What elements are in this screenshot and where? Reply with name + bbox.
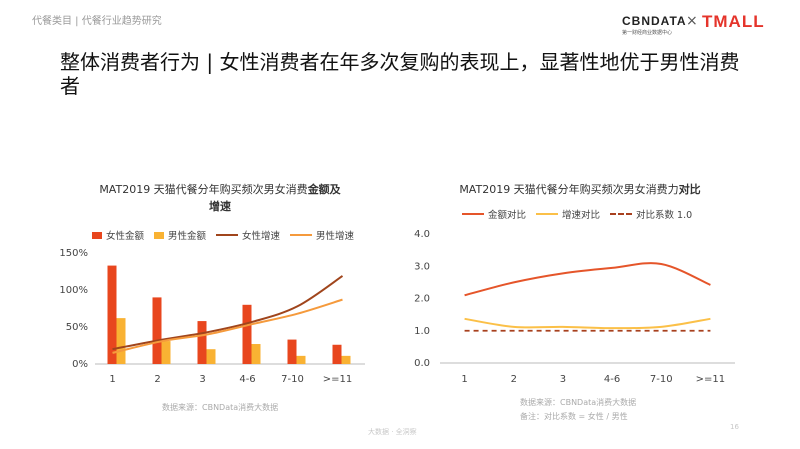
left-x-tick-label: >=11 [323,374,352,385]
female-amount-bar [152,297,162,364]
legend-item-growth-ratio: 增速对比 [536,207,600,221]
right-chart-source: 数据来源：CBNData消费大数据 [520,398,637,407]
female-amount-bar [287,339,297,364]
left-chart-title-plain: MAT2019 天猫代餐分年购买频次男女消费 [99,183,308,196]
left-chart-title: MAT2019 天猫代餐分年购买频次男女消费金额及 增速 [70,181,370,215]
right-x-tick-label: 3 [560,374,566,385]
left-x-tick-label: 2 [154,374,160,385]
legend-swatch-male-amount [154,231,165,239]
legend-label-male-amount: 男性金额 [168,231,207,242]
legend-item-male-amount: 男性金额 [154,228,206,242]
left-y-tick-label: 150% [59,248,88,259]
left-x-tick-label: 1 [109,374,115,385]
legend-swatch-ratio-baseline [610,213,633,215]
cbndata-logo: CBNDATA 第一财经商业数据中心 [622,14,687,36]
cbndata-logo-subtext: 第一财经商业数据中心 [622,30,673,36]
tmall-logo: TMALL [702,12,765,31]
left-x-tick-label: 4-6 [239,374,255,385]
male-amount-bar [206,349,216,364]
legend-item-female-growth: 女性增速 [216,228,280,242]
left-chart-title-bold-2: 增速 [209,200,231,213]
right-y-tick-label: 4.0 [414,229,430,240]
legend-swatch-female-amount [92,231,102,239]
male-amount-bar [161,341,171,364]
left-x-tick-label: 3 [199,374,205,385]
left-chart-legend: 女性金额 男性金额 女性增速 男性增速 [92,228,364,242]
left-y-tick-label: 0% [72,359,88,370]
left-x-tick-label: 7-10 [281,374,304,385]
page-number: 16 [730,423,739,431]
legend-label-amount-ratio: 金额对比 [488,210,527,221]
male-amount-bar [116,318,126,364]
male-amount-bar [251,344,261,364]
left-y-tick-label: 50% [66,322,88,333]
left-chart-source: 数据来源：CBNData消费大数据 [162,403,279,412]
legend-label-ratio-baseline: 对比系数 1.0 [636,210,693,221]
right-y-tick-label: 2.0 [414,294,430,305]
legend-swatch-growth-ratio [536,213,559,215]
right-y-tick-label: 0.0 [414,358,430,369]
legend-item-amount-ratio: 金额对比 [462,207,526,221]
logo-separator: × [686,13,698,29]
right-chart-legend: 金额对比 增速对比 对比系数 1.0 [462,207,702,221]
legend-item-male-growth: 男性增速 [290,228,354,242]
left-chart-title-bold-1: 金额及 [307,183,341,196]
male-growth-line [112,298,343,354]
legend-label-growth-ratio: 增速对比 [562,210,601,221]
legend-label-male-growth: 男性增速 [316,231,355,242]
legend-swatch-male-growth [290,234,313,236]
right-chart-title-plain: MAT2019 天猫代餐分年购买频次男女消费力 [459,183,679,196]
female-amount-bar [197,321,207,364]
male-amount-bar [341,355,351,364]
cbndata-logo-text: CBNDATA [622,14,687,28]
legend-item-female-amount: 女性金额 [92,228,144,242]
left-y-tick-label: 100% [59,285,88,296]
right-x-tick-label: 4-6 [604,374,620,385]
right-x-tick-label: 1 [461,374,467,385]
right-chart-remark: 备注：对比系数 = 女性 / 男性 [520,412,628,421]
amount-ratio-line [464,262,711,297]
female-amount-bar [242,304,252,364]
right-x-tick-label: 7-10 [650,374,673,385]
legend-swatch-female-growth [216,234,239,236]
right-y-tick-label: 1.0 [414,326,430,337]
breadcrumb: 代餐类目 | 代餐行业趋势研究 [32,16,162,27]
male-amount-bar [296,355,306,364]
right-x-tick-label: 2 [511,374,517,385]
footer-slogan: 大数据 · 全洞察 [368,428,417,436]
page-title: 整体消费者行为 | 女性消费者在年多次复购的表现上，显著性地优于男性消费者 [60,50,740,98]
female-amount-bar [332,344,342,364]
female-amount-bar [107,265,117,364]
right-chart-title-bold: 对比 [678,183,701,196]
right-chart-title: MAT2019 天猫代餐分年购买频次男女消费力对比 [430,181,730,198]
legend-item-ratio-baseline: 对比系数 1.0 [610,207,692,221]
female-growth-line [112,275,344,351]
legend-swatch-amount-ratio [462,213,484,215]
right-y-tick-label: 3.0 [414,261,430,272]
legend-label-female-growth: 女性增速 [242,231,281,242]
growth-ratio-line [464,317,711,330]
legend-label-female-amount: 女性金额 [106,231,145,242]
right-x-tick-label: >=11 [696,374,725,385]
